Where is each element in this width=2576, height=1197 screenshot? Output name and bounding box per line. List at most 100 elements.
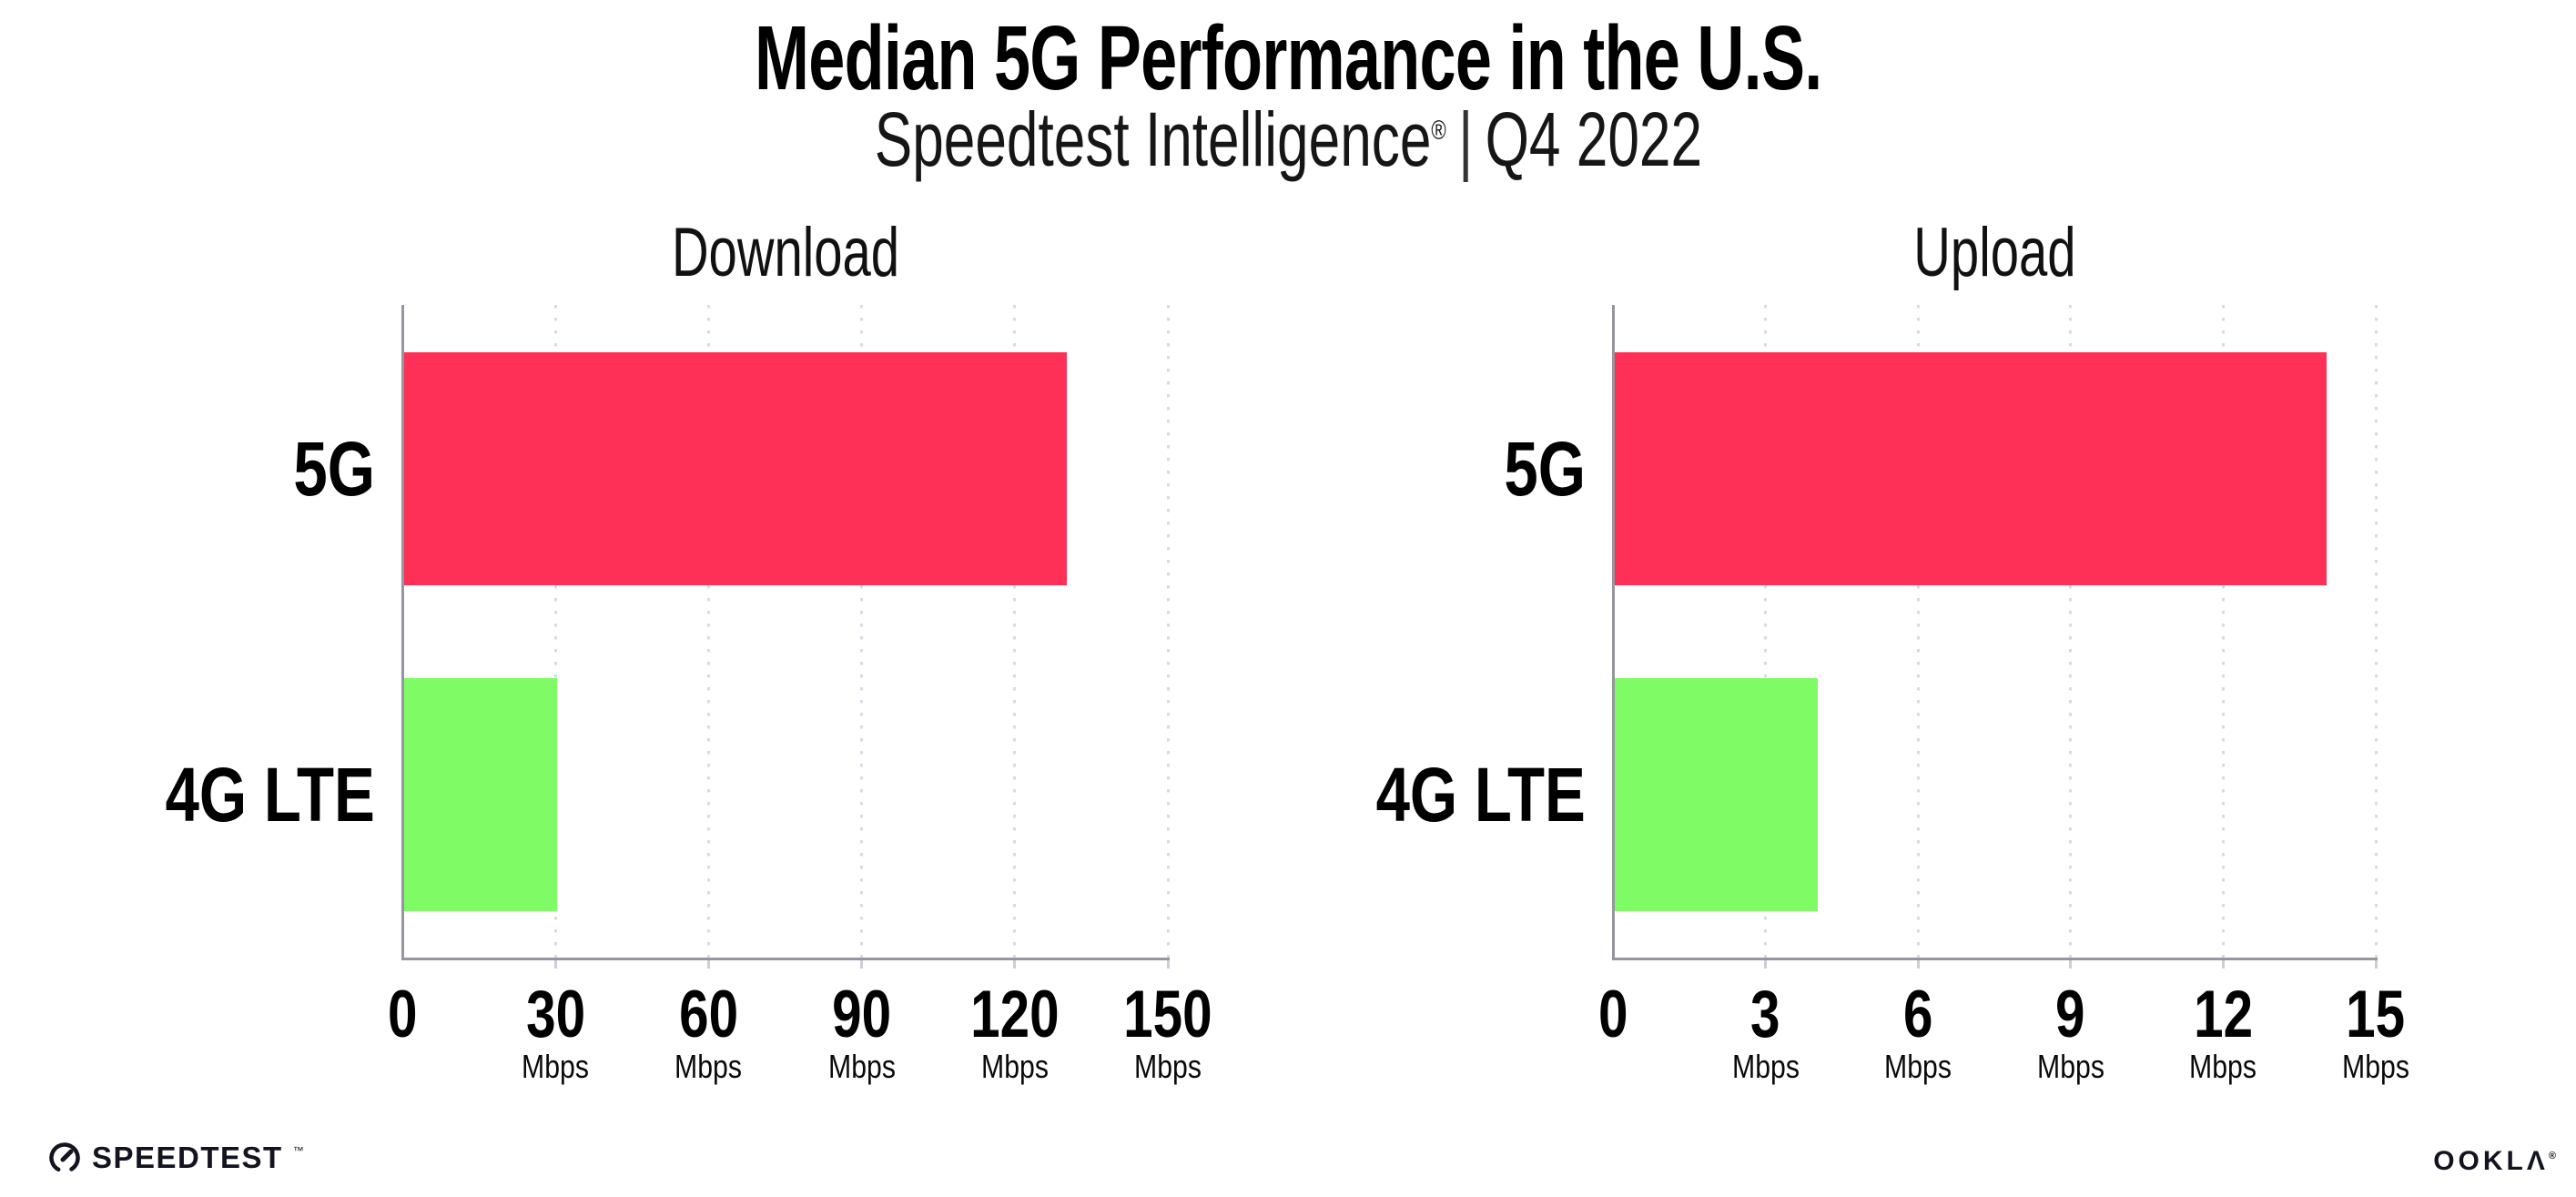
chart-title: Median 5G Performance in the U.S. [0, 11, 2576, 106]
x-tick-label-download-120: 120 [915, 981, 1115, 1048]
x-tick-label-upload-15: 15 [2276, 981, 2476, 1048]
bar-upload-4g-lte [1614, 678, 1818, 911]
axis-tick-upload-15 [2374, 960, 2378, 969]
x-tick-label-text: 60 [678, 978, 738, 1051]
x-tick-label-text: 30 [525, 978, 585, 1051]
x-tick-unit-text: Mbps [522, 1048, 590, 1085]
chart-subtitle-text: Speedtest Intelligence® | Q4 2022 [874, 96, 1701, 182]
gridline-upload-9 [2069, 305, 2073, 959]
gridline-download-90 [860, 305, 864, 959]
gridline-download-30 [553, 305, 557, 959]
x-tick-label-text: 9 [2055, 978, 2086, 1051]
x-tick-label-download-150: 150 [1068, 981, 1268, 1048]
x-tick-unit-text: Mbps [2189, 1048, 2257, 1085]
bar-download-4g-lte [403, 678, 557, 911]
x-tick-unit-download-90: Mbps [762, 1049, 962, 1085]
axis-tick-download-90 [860, 960, 864, 969]
category-label-download-5g: 5G [0, 428, 375, 510]
category-label-text: 4G LTE [165, 752, 375, 837]
x-tick-label-upload-3: 3 [1666, 981, 1866, 1048]
x-tick-label-upload-12: 12 [2123, 981, 2323, 1048]
axis-tick-download-60 [706, 960, 710, 969]
x-tick-unit-download-150: Mbps [1068, 1049, 1268, 1085]
x-tick-label-upload-9: 9 [1971, 981, 2171, 1048]
ookla-logo: OOKLΛ® [2433, 1147, 2556, 1176]
x-tick-unit-upload-3: Mbps [1666, 1049, 1866, 1085]
x-tick-unit-text: Mbps [1731, 1048, 1800, 1085]
category-label-text: 4G LTE [1375, 752, 1586, 837]
subtitle-period: Q4 2022 [1485, 96, 1702, 182]
x-tick-label-download-90: 90 [762, 981, 962, 1048]
panel-title-text: Download [671, 214, 899, 291]
category-label-upload-4g-lte: 4G LTE [1185, 754, 1586, 836]
x-tick-unit-text: Mbps [2342, 1048, 2409, 1085]
x-tick-unit-upload-6: Mbps [1818, 1049, 2018, 1085]
gridline-upload-3 [1764, 305, 1768, 959]
x-axis-download [401, 958, 1170, 960]
x-tick-unit-text: Mbps [1134, 1048, 1202, 1085]
x-tick-unit-upload-9: Mbps [1971, 1049, 2171, 1085]
category-label-download-4g-lte: 4G LTE [0, 754, 375, 836]
axis-tick-upload-9 [2069, 960, 2073, 969]
x-tick-label-text: 12 [2193, 978, 2253, 1051]
axis-tick-download-120 [1013, 960, 1017, 969]
x-tick-label-download-0: 0 [302, 981, 502, 1048]
x-tick-unit-download-120: Mbps [915, 1049, 1115, 1085]
bar-download-5g [403, 352, 1068, 585]
speedtest-gauge-icon [47, 1141, 82, 1175]
subtitle-separator: | [1457, 96, 1473, 182]
axis-tick-upload-12 [2221, 960, 2225, 969]
x-tick-label-upload-0: 0 [1513, 981, 1713, 1048]
registered-mark: ® [2548, 1151, 2556, 1161]
axis-tick-upload-6 [1916, 960, 1920, 969]
x-tick-unit-upload-12: Mbps [2123, 1049, 2323, 1085]
gridline-upload-15 [2374, 305, 2378, 959]
y-axis-download [401, 305, 404, 960]
gridline-download-60 [706, 305, 710, 959]
x-tick-unit-text: Mbps [674, 1048, 743, 1085]
x-tick-label-text: 0 [387, 978, 418, 1051]
x-tick-label-text: 150 [1123, 978, 1212, 1051]
x-tick-label-text: 90 [832, 978, 892, 1051]
x-tick-label-text: 120 [970, 978, 1060, 1051]
gridline-upload-6 [1916, 305, 1920, 959]
x-tick-label-text: 15 [2346, 978, 2406, 1051]
panel-title-upload: Upload [1613, 215, 2376, 291]
gridline-upload-12 [2221, 305, 2225, 959]
x-tick-label-download-30: 30 [455, 981, 655, 1048]
x-tick-unit-text: Mbps [2036, 1048, 2104, 1085]
ookla-wordmark: OOKLΛ [2433, 1146, 2549, 1176]
x-tick-unit-download-60: Mbps [608, 1049, 808, 1085]
category-label-upload-5g: 5G [1185, 428, 1586, 510]
bar-upload-5g [1614, 352, 2327, 585]
x-tick-label-text: 3 [1750, 978, 1780, 1051]
x-tick-label-download-60: 60 [608, 981, 808, 1048]
x-tick-label-text: 0 [1597, 978, 1628, 1051]
panel-title-text: Upload [1912, 214, 2076, 291]
chart-subtitle: Speedtest Intelligence® | Q4 2022 [0, 96, 2576, 182]
registered-mark: ® [1431, 116, 1446, 146]
speedtest-wordmark: SPEEDTEST [92, 1141, 283, 1174]
trademark-mark: ™ [292, 1144, 304, 1157]
panel-title-download: Download [402, 215, 1168, 291]
axis-tick-download-150 [1166, 960, 1170, 969]
subtitle-brand: Speedtest Intelligence [874, 96, 1432, 182]
x-tick-label-text: 6 [1902, 978, 1933, 1051]
x-tick-unit-text: Mbps [980, 1048, 1049, 1085]
gridline-download-120 [1013, 305, 1017, 959]
axis-tick-download-30 [553, 960, 557, 969]
category-label-text: 5G [1504, 426, 1586, 512]
speedtest-logo: SPEEDTEST ™ [47, 1140, 304, 1176]
x-tick-unit-text: Mbps [1884, 1048, 1952, 1085]
axis-tick-upload-3 [1764, 960, 1768, 969]
x-tick-unit-text: Mbps [827, 1048, 896, 1085]
gridline-download-150 [1166, 305, 1170, 959]
x-tick-unit-download-30: Mbps [455, 1049, 655, 1085]
x-axis-upload [1611, 958, 2378, 960]
y-axis-upload [1611, 305, 1615, 960]
category-label-text: 5G [293, 426, 375, 512]
chart-title-text: Median 5G Performance in the U.S. [754, 7, 1822, 109]
x-tick-label-upload-6: 6 [1818, 981, 2018, 1048]
x-tick-unit-upload-15: Mbps [2276, 1049, 2476, 1085]
